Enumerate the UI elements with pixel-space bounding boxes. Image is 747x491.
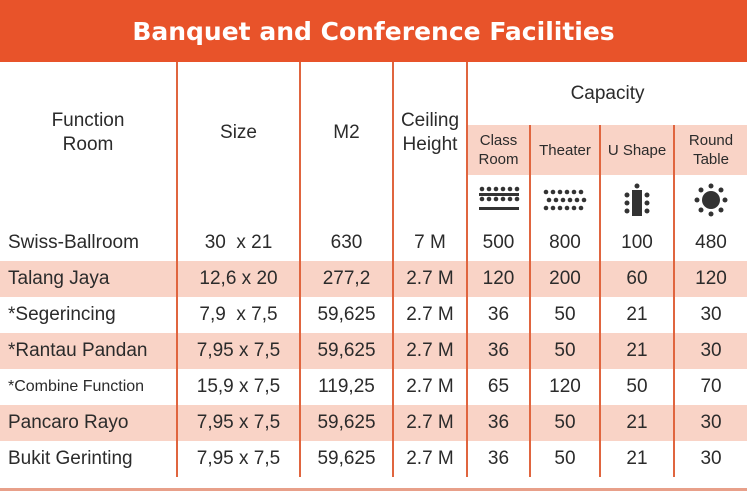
cell-m2: 277,2 (299, 261, 393, 297)
cell-ceiling: 7 M (392, 225, 467, 261)
cell-m2: 59,625 (299, 333, 393, 369)
cell-class-room: 65 (466, 369, 530, 405)
header-round-table: Round Table (672, 125, 747, 175)
cell-room: *Rantau Pandan (0, 333, 177, 369)
cell-size: 7,9 x 7,5 (176, 297, 300, 333)
table-row: Talang Jaya 12,6 x 20 277,2 2.7 M 120 200 60 12… (0, 261, 747, 297)
cell-room: *Combine Function (8, 378, 145, 395)
cell-round-table: 30 (672, 441, 747, 477)
classroom-layout-icon (466, 175, 530, 225)
header-u-shape: U Shape (599, 125, 674, 175)
cell-theater: 200 (529, 261, 600, 297)
cell-size: 7,95 x 7,5 (176, 441, 300, 477)
header-size: Size (176, 62, 300, 225)
cell-class-room: 36 (466, 333, 530, 369)
bottom-border (0, 488, 747, 491)
cell-u-shape: 60 (599, 261, 674, 297)
cell-class-room: 36 (466, 405, 530, 441)
cell-size: 7,95 x 7,5 (176, 333, 300, 369)
table-row: *Segerincing 7,9 x 7,5 59,625 2.7 M 36 50 21 30 (0, 297, 747, 333)
cell-theater: 50 (529, 333, 600, 369)
cell-u-shape: 100 (599, 225, 674, 261)
cell-theater: 50 (529, 297, 600, 333)
cell-m2: 59,625 (299, 405, 393, 441)
cell-u-shape: 21 (599, 441, 674, 477)
cell-ceiling: 2.7 M (392, 369, 467, 405)
cell-size: 12,6 x 20 (176, 261, 300, 297)
table-row: *Combine Function 15,9 x 7,5 119,25 2.7 M 65… (0, 369, 747, 405)
cell-theater: 120 (529, 369, 600, 405)
page-title: Banquet and Conference Facilities (0, 0, 747, 62)
cell-u-shape: 21 (599, 333, 674, 369)
cell-ceiling: 2.7 M (392, 405, 467, 441)
cell-round-table: 30 (672, 405, 747, 441)
cell-ceiling: 2.7 M (392, 261, 467, 297)
cell-ceiling: 2.7 M (392, 333, 467, 369)
cell-theater: 800 (529, 225, 600, 261)
cell-u-shape: 50 (599, 369, 674, 405)
header-class-room: Class Room (466, 125, 530, 175)
table-row: Swiss-Ballroom 30 x 21 630 7 M 500 800 100 480 (0, 225, 747, 261)
cell-class-room: 36 (466, 297, 530, 333)
cell-ceiling: 2.7 M (392, 297, 467, 333)
header-ceiling-height: Ceiling Height (392, 62, 467, 225)
cell-ceiling: 2.7 M (392, 441, 467, 477)
cell-m2: 119,25 (299, 369, 393, 405)
cell-round-table: 30 (672, 333, 747, 369)
round-table-layout-icon (672, 175, 747, 225)
cell-size: 15,9 x 7,5 (176, 369, 300, 405)
cell-room: Pancaro Rayo (0, 405, 177, 441)
cell-class-room: 120 (466, 261, 530, 297)
cell-class-room: 500 (466, 225, 530, 261)
u-shape-layout-icon (599, 175, 674, 225)
cell-room: Bukit Gerinting (8, 448, 133, 469)
table-row: Bukit Gerinting 7,95 x 7,5 59,625 2.7 M 36 50… (0, 441, 747, 477)
cell-theater: 50 (529, 441, 600, 477)
table-row: *Rantau Pandan 7,95 x 7,5 59,625 2.7 M 36 50 2… (0, 333, 747, 369)
cell-theater: 50 (529, 405, 600, 441)
header-m2: M2 (299, 62, 393, 225)
cell-size: 30 x 21 (176, 225, 300, 261)
header-function-room: Function Room (51, 109, 125, 155)
cell-room: Talang Jaya (0, 261, 177, 297)
cell-size: 7,95 x 7,5 (176, 405, 300, 441)
table-row: Pancaro Rayo 7,95 x 7,5 59,625 2.7 M 36 50 21 3… (0, 405, 747, 441)
header-theater: Theater (529, 125, 600, 175)
cell-round-table: 30 (672, 297, 747, 333)
facilities-table: Function Room Size M2 Ceiling Height Cap… (0, 62, 747, 477)
cell-room: Swiss-Ballroom (8, 232, 139, 253)
cell-round-table: 70 (672, 369, 747, 405)
cell-room: *Segerincing (8, 304, 116, 325)
cell-m2: 59,625 (299, 297, 393, 333)
cell-m2: 630 (299, 225, 393, 261)
header-capacity: Capacity (465, 62, 747, 125)
cell-round-table: 480 (672, 225, 747, 261)
theater-layout-icon (529, 175, 600, 225)
cell-class-room: 36 (466, 441, 530, 477)
cell-m2: 59,625 (299, 441, 393, 477)
cell-u-shape: 21 (599, 405, 674, 441)
cell-round-table: 120 (672, 261, 747, 297)
cell-u-shape: 21 (599, 297, 674, 333)
